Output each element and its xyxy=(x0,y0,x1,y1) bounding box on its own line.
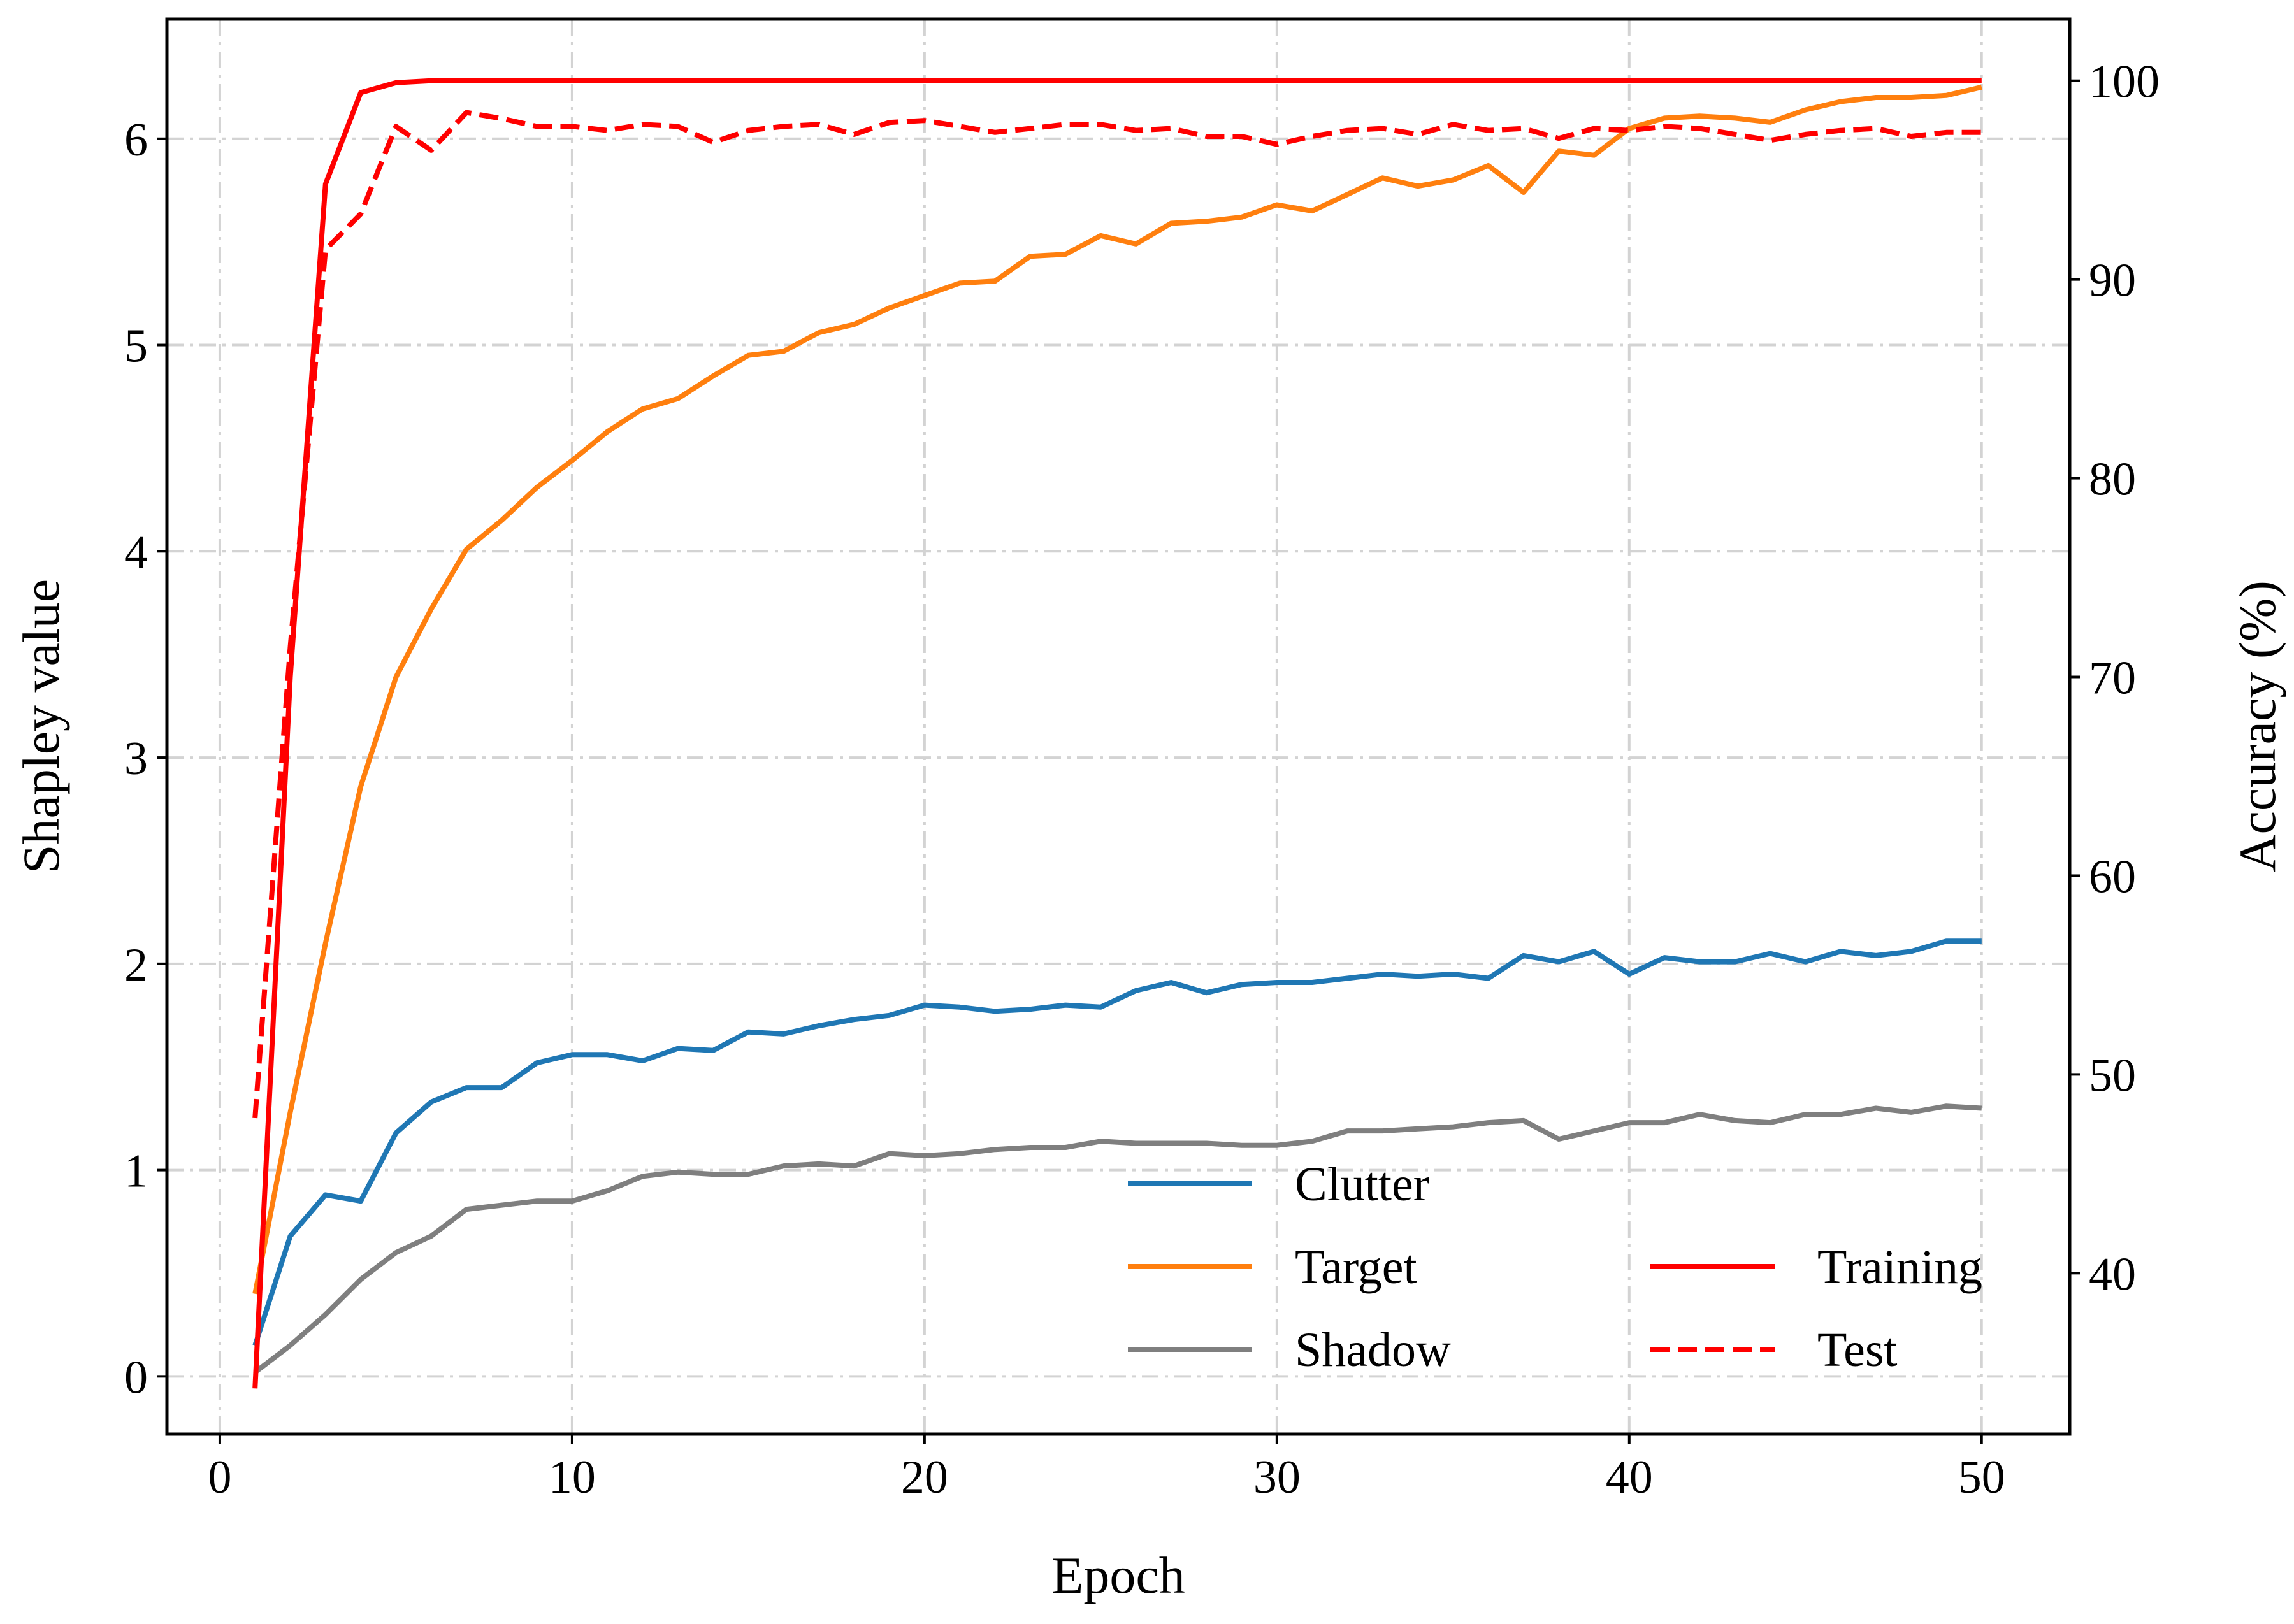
y-axis-title: Shapley value xyxy=(12,579,70,873)
y-tick-label: 5 xyxy=(124,320,148,373)
x-tick-label: 20 xyxy=(901,1451,948,1504)
series-line-target xyxy=(252,84,1982,1295)
legend-entry-test: Test xyxy=(1650,1323,1898,1377)
y-tick-label: 6 xyxy=(124,114,148,166)
y2-tick-label: 50 xyxy=(2089,1049,2136,1102)
legend-label: Test xyxy=(1817,1323,1898,1377)
x-tick-label: 50 xyxy=(1958,1451,2005,1504)
y-tick-label: 3 xyxy=(124,733,148,785)
ticks: 0 10 20 30 40 50 0 1 2 3 4 5 6 40 50 60 70 80 90 100 xyxy=(124,56,2160,1504)
series-line-shadow xyxy=(253,1103,1982,1375)
x-tick-label: 10 xyxy=(549,1451,596,1504)
legend: Clutter Target Shadow Training Test xyxy=(1128,1158,1982,1377)
series-line-test xyxy=(252,110,1982,1119)
y-tick-label: 0 xyxy=(124,1351,148,1404)
y2-tick-label: 80 xyxy=(2089,454,2136,506)
legend-label: Clutter xyxy=(1295,1158,1429,1211)
y2-tick-label: 90 xyxy=(2089,255,2136,307)
series-line-training xyxy=(252,78,1982,1389)
series-layer xyxy=(252,78,1982,1389)
x-tick-label: 0 xyxy=(208,1451,231,1504)
y2-axis-title: Accuracy (%) xyxy=(2228,580,2286,872)
legend-entry-shadow: Shadow xyxy=(1128,1323,1451,1377)
y2-tick-label: 40 xyxy=(2089,1248,2136,1300)
y-tick-label: 2 xyxy=(124,939,148,991)
x-tick-label: 30 xyxy=(1253,1451,1301,1504)
y2-tick-label: 60 xyxy=(2089,851,2136,903)
x-axis-title: Epoch xyxy=(1051,1546,1185,1604)
y2-tick-label: 100 xyxy=(2089,56,2160,108)
y2-tick-label: 70 xyxy=(2089,652,2136,705)
y-tick-label: 1 xyxy=(124,1146,148,1198)
series-line-clutter xyxy=(252,938,1982,1347)
legend-entry-clutter: Clutter xyxy=(1128,1158,1429,1211)
y-tick-label: 4 xyxy=(124,526,148,578)
x-tick-label: 40 xyxy=(1606,1451,1653,1504)
plot-frame xyxy=(165,17,2072,1436)
legend-entry-target: Target xyxy=(1128,1240,1417,1294)
legend-entry-training: Training xyxy=(1650,1240,1982,1294)
legend-label: Target xyxy=(1295,1240,1417,1294)
legend-label: Shadow xyxy=(1295,1323,1451,1377)
legend-label: Training xyxy=(1817,1240,1982,1294)
